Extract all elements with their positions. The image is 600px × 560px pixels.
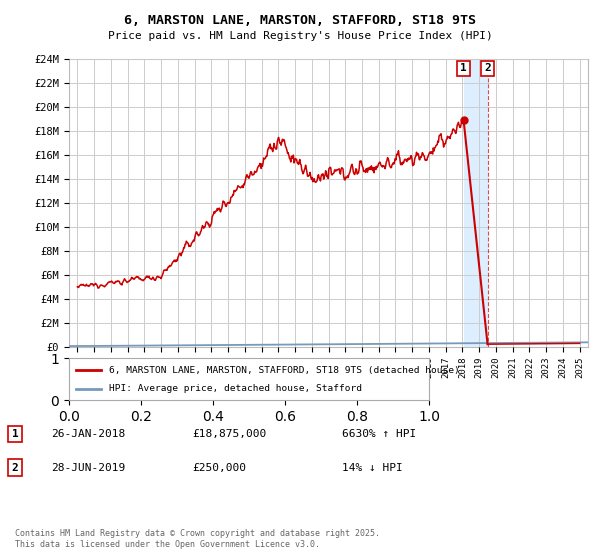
Text: 2: 2 — [11, 463, 19, 473]
Text: Price paid vs. HM Land Registry's House Price Index (HPI): Price paid vs. HM Land Registry's House … — [107, 31, 493, 41]
Text: £18,875,000: £18,875,000 — [192, 429, 266, 439]
Text: 28-JUN-2019: 28-JUN-2019 — [51, 463, 125, 473]
Text: 26-JAN-2018: 26-JAN-2018 — [51, 429, 125, 439]
Bar — [464, 59, 488, 347]
Text: £250,000: £250,000 — [192, 463, 246, 473]
Text: 6, MARSTON LANE, MARSTON, STAFFORD, ST18 9TS (detached house): 6, MARSTON LANE, MARSTON, STAFFORD, ST18… — [109, 366, 460, 375]
Text: 6, MARSTON LANE, MARSTON, STAFFORD, ST18 9TS: 6, MARSTON LANE, MARSTON, STAFFORD, ST18… — [124, 14, 476, 27]
Text: Contains HM Land Registry data © Crown copyright and database right 2025.
This d: Contains HM Land Registry data © Crown c… — [15, 529, 380, 549]
Text: 6630% ↑ HPI: 6630% ↑ HPI — [342, 429, 416, 439]
Text: 1: 1 — [11, 429, 19, 439]
Text: HPI: Average price, detached house, Stafford: HPI: Average price, detached house, Staf… — [109, 384, 362, 393]
Text: 2: 2 — [484, 63, 491, 73]
Text: 1: 1 — [460, 63, 467, 73]
Text: 14% ↓ HPI: 14% ↓ HPI — [342, 463, 403, 473]
